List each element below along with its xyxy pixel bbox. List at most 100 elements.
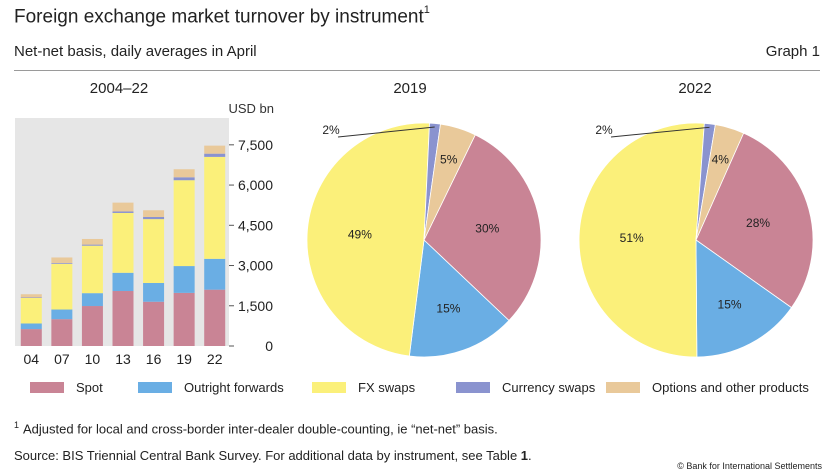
copyright: © Bank for International Settlements <box>677 461 822 471</box>
pie-slice-fx-swaps <box>578 122 705 358</box>
legend-item-options: Options and other products <box>606 375 809 399</box>
bar-segment-outright-forwards-10 <box>81 293 103 307</box>
bar-segment-fx-swaps-16 <box>143 219 165 283</box>
footnote-text: Adjusted for local and cross-border inte… <box>23 421 498 437</box>
graph-number: Graph 1 <box>765 43 820 60</box>
pie-leader-line <box>610 126 710 138</box>
legend-swatch-outright-forwards <box>138 381 172 393</box>
bar-segment-currency-swaps-19 <box>173 177 195 181</box>
x-tick-label: 13 <box>115 351 131 367</box>
bar-segment-outright-forwards-07 <box>51 309 73 320</box>
legend-label-options: Options and other products <box>652 379 809 395</box>
bar-segment-options-and-other-products-22 <box>204 145 226 154</box>
bar-segment-spot-07 <box>51 319 73 346</box>
y-tick-label: 6,000 <box>238 177 273 193</box>
y-axis-unit-label: USD bn <box>228 101 274 116</box>
legend-label-fx-swaps: FX swaps <box>358 379 416 395</box>
legend-item-currency-swaps: Currency swaps <box>456 375 595 399</box>
pie-leader-line <box>337 126 435 138</box>
bar-segment-currency-swaps-07 <box>51 263 73 264</box>
source-text: Source: BIS Triennial Central Bank Surve… <box>14 448 521 463</box>
header-divider <box>14 70 820 71</box>
chart-title: Foreign exchange market turnover by inst… <box>14 4 430 28</box>
bar-segment-fx-swaps-10 <box>81 245 103 294</box>
bar-segment-spot-16 <box>143 301 165 346</box>
bar-segment-outright-forwards-22 <box>204 258 226 290</box>
chart-subtitle: Net-net basis, daily averages in April <box>14 43 257 60</box>
pie-label-options-and-other-products: 5% <box>440 152 458 166</box>
pie-slice-options-and-other-products <box>423 123 476 241</box>
y-tick-label: 1,500 <box>238 298 273 314</box>
x-tick-label: 10 <box>85 351 101 367</box>
pie-label-fx-swaps: 51% <box>620 231 644 245</box>
pie-slice-spot <box>695 132 814 309</box>
source-note: Source: BIS Triennial Central Bank Surve… <box>14 448 532 463</box>
y-tick-label: 7,500 <box>238 137 273 153</box>
bar-segment-fx-swaps-22 <box>204 156 226 259</box>
bar-segment-options-and-other-products-19 <box>173 169 195 178</box>
legend-swatch-options <box>606 381 640 393</box>
bar-segment-options-and-other-products-07 <box>51 257 73 264</box>
pie-slice-options-and-other-products <box>695 124 745 241</box>
pie-2022-title: 2022 <box>678 80 712 97</box>
legend-label-currency-swaps: Currency swaps <box>502 379 596 395</box>
x-tick-label: 04 <box>23 351 39 367</box>
pie-label-spot: 28% <box>746 216 770 230</box>
pie-label-currency-swaps: 2% <box>322 123 340 137</box>
legend-label-outright-forwards: Outright forwards <box>184 379 284 395</box>
bar-segment-outright-forwards-19 <box>173 266 195 293</box>
source-table-link[interactable]: 1 <box>520 448 529 463</box>
pie-chart-2019: 30% 15% 49% 2% 5% <box>306 122 542 358</box>
pie-label-options-and-other-products: 4% <box>712 152 730 166</box>
bar-segment-fx-swaps-04 <box>20 297 42 324</box>
bar-segment-currency-swaps-22 <box>204 153 226 157</box>
bar-segment-outright-forwards-16 <box>143 282 165 302</box>
bar-segment-spot-13 <box>112 291 134 346</box>
bar-segment-outright-forwards-13 <box>112 272 134 292</box>
pie-slice-outright-forwards <box>408 239 510 358</box>
y-tick-label: 3,000 <box>238 258 273 274</box>
bar-segment-currency-swaps-04 <box>20 297 42 298</box>
y-tick-label: 0 <box>265 338 273 354</box>
title-footnote-marker: 1 <box>423 4 430 16</box>
bar-segment-outright-forwards-04 <box>20 323 42 330</box>
bar-segment-currency-swaps-13 <box>112 211 134 213</box>
bar-segment-fx-swaps-19 <box>173 180 195 267</box>
pie-slice-outright-forwards <box>695 239 793 358</box>
source-end: . <box>528 448 532 463</box>
bar-segment-spot-10 <box>81 306 103 346</box>
pie-slice-fx-swaps <box>306 122 430 357</box>
pie-label-spot: 30% <box>475 222 499 236</box>
bar-chart: USD bn 0 1,500 3,000 4,500 6,000 7,500 04 07 10 13… <box>15 101 274 367</box>
bar-segment-fx-swaps-13 <box>112 212 134 273</box>
footnote: 1 Adjusted for local and cross-border int… <box>14 420 498 436</box>
bar-segment-options-and-other-products-16 <box>143 210 165 217</box>
footnote-marker: 1 <box>14 420 20 430</box>
bar-segment-spot-04 <box>20 329 42 346</box>
legend-swatch-currency-swaps <box>456 381 490 393</box>
legend-label-spot: Spot <box>76 379 103 395</box>
bar-segment-spot-22 <box>204 289 226 346</box>
legend-swatch-spot <box>30 381 64 393</box>
charts-canvas: USD bn 0 1,500 3,000 4,500 6,000 7,500 04 07 10 13… <box>15 101 814 367</box>
legend-swatch-fx-swaps <box>312 381 346 393</box>
bar-segment-spot-19 <box>173 292 195 346</box>
pie-chart-2022: 28% 15% 51% 2% 4% <box>578 122 814 358</box>
pie-label-outright-forwards: 15% <box>718 297 742 311</box>
x-tick-label: 16 <box>146 351 162 367</box>
bar-segment-currency-swaps-16 <box>143 216 165 220</box>
bar-segment-currency-swaps-10 <box>81 244 103 246</box>
legend: Spot Outright forwards FX swaps Currency… <box>14 375 833 401</box>
pie-label-fx-swaps: 49% <box>348 227 372 241</box>
legend-item-spot: Spot <box>30 375 103 399</box>
x-tick-label: 22 <box>207 351 223 367</box>
bar-segment-options-and-other-products-04 <box>20 294 42 298</box>
legend-item-fx-swaps: FX swaps <box>312 375 415 399</box>
pie-label-currency-swaps: 2% <box>595 123 613 137</box>
y-tick-label: 4,500 <box>238 217 273 233</box>
bar-chart-title: 2004–22 <box>89 80 149 97</box>
chart-title-text: Foreign exchange market turnover by inst… <box>14 6 424 28</box>
bar-segment-options-and-other-products-13 <box>112 202 134 212</box>
pie-2019-title: 2019 <box>393 80 427 97</box>
bar-segment-options-and-other-products-10 <box>81 238 103 245</box>
